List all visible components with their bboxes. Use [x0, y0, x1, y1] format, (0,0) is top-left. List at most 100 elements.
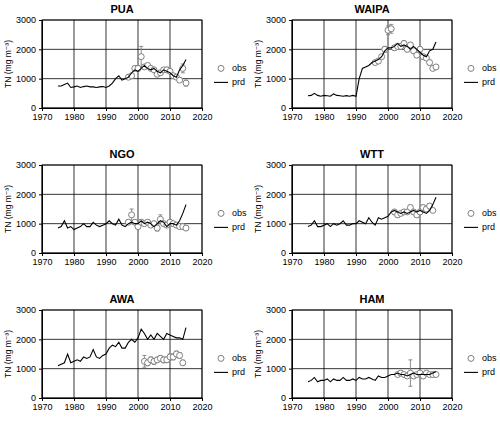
x-tick: 1990	[346, 108, 366, 122]
y-tick-mark	[39, 253, 42, 254]
legend: obsprd	[214, 353, 247, 377]
legend-item: obs	[468, 353, 497, 363]
x-tick-label: 1990	[346, 402, 366, 412]
x-tick-label: 2020	[442, 112, 462, 122]
y-tick-mark	[289, 310, 292, 311]
x-tick-label: 1970	[32, 402, 52, 412]
y-axis: 0100020003000	[16, 160, 43, 258]
y-tick-mark	[39, 224, 42, 225]
legend: obsprd	[464, 63, 497, 87]
x-tick-label: 2000	[128, 257, 148, 267]
x-tick-label: 1990	[346, 112, 366, 122]
x-tick-mark	[74, 398, 75, 401]
x-tick: 2020	[442, 398, 462, 412]
grid-line-x	[356, 165, 357, 253]
y-tick: 3000	[266, 160, 292, 170]
y-axis: 0100020003000	[266, 305, 293, 403]
series-line	[58, 328, 186, 366]
grid-line-x	[388, 165, 389, 253]
x-tick-label: 1970	[282, 402, 302, 412]
error-bar-cap	[408, 359, 412, 360]
error-bar-cap	[389, 24, 393, 25]
x-tick-label: 2000	[128, 112, 148, 122]
y-axis-line	[39, 21, 43, 109]
x-tick: 2000	[378, 253, 398, 267]
y-tick-mark	[39, 398, 42, 399]
x-tick-mark	[138, 398, 139, 401]
x-tick: 1990	[346, 253, 366, 267]
y-tick-mark	[289, 20, 292, 21]
error-bars	[126, 46, 188, 86]
plot-area	[58, 205, 189, 231]
x-tick-label: 1980	[314, 402, 334, 412]
y-axis-line	[39, 166, 43, 254]
y-tick-label: 0	[31, 393, 36, 403]
y-tick-mark	[39, 339, 42, 340]
x-tick-label: 2020	[192, 112, 212, 122]
x-tick-mark	[106, 253, 107, 256]
legend-label: obs	[482, 353, 497, 363]
y-tick: 2000	[266, 335, 292, 345]
y-tick-mark	[39, 49, 42, 50]
x-tick: 2010	[410, 108, 430, 122]
series-line	[308, 372, 436, 382]
obs-point	[177, 77, 183, 83]
x-tick-label: 1970	[282, 257, 302, 267]
plot-frame	[42, 20, 202, 108]
error-bar-cap	[139, 46, 143, 47]
x-tick-mark	[138, 108, 139, 111]
x-tick-mark	[170, 398, 171, 401]
x-tick-mark	[324, 398, 325, 401]
y-tick-mark	[289, 339, 292, 340]
grid-line-y	[292, 368, 452, 369]
legend-item: prd	[214, 222, 245, 232]
y-axis-line	[289, 21, 293, 109]
y-tick-label: 0	[281, 248, 286, 258]
panel-title: NGO	[109, 148, 135, 160]
x-axis-line	[43, 254, 203, 257]
x-tick-label: 1970	[282, 112, 302, 122]
obs-point	[414, 52, 420, 58]
grid-line-x	[138, 165, 139, 253]
plot-area	[308, 360, 439, 386]
plot-area	[58, 46, 189, 87]
y-tick-label: 2000	[266, 335, 286, 345]
x-axis-line	[293, 399, 453, 402]
plot-frame	[292, 20, 452, 108]
y-tick: 1000	[266, 74, 292, 84]
grid	[292, 165, 452, 253]
x-tick-mark	[388, 398, 389, 401]
y-tick-mark	[39, 79, 42, 80]
x-tick-label: 2020	[442, 402, 462, 412]
x-tick: 1990	[346, 398, 366, 412]
y-tick: 1000	[16, 74, 42, 84]
legend: obsprd	[464, 208, 497, 232]
x-axis: 197019801990200020102020	[32, 398, 212, 412]
x-tick-mark	[420, 253, 421, 256]
grid	[42, 20, 202, 108]
legend-item: prd	[214, 367, 245, 377]
x-tick: 1980	[64, 253, 84, 267]
error-bar-cap	[158, 214, 162, 215]
obs-point	[433, 64, 439, 70]
x-tick-label: 2010	[410, 402, 430, 412]
panel: 1970198019902000201020200100020003000PUA…	[3, 3, 247, 122]
x-tick: 2010	[410, 398, 430, 412]
legend-item: prd	[464, 367, 495, 377]
x-tick-label: 2000	[378, 112, 398, 122]
grid-line-x	[420, 310, 421, 398]
x-tick-label: 2010	[410, 257, 430, 267]
x-tick-label: 2000	[378, 257, 398, 267]
x-tick-mark	[452, 108, 453, 111]
y-tick-label: 1000	[266, 364, 286, 374]
error-bar-cap	[386, 34, 390, 35]
y-tick: 2000	[266, 190, 292, 200]
legend-label: prd	[482, 367, 495, 377]
error-bar-cap	[181, 72, 185, 73]
y-tick: 0	[281, 103, 292, 113]
y-axis-title: TN (mg m⁻³)	[253, 185, 263, 233]
legend-swatch	[468, 65, 474, 71]
y-tick-mark	[289, 253, 292, 254]
y-tick-mark	[39, 194, 42, 195]
grid-line-x	[356, 310, 357, 398]
